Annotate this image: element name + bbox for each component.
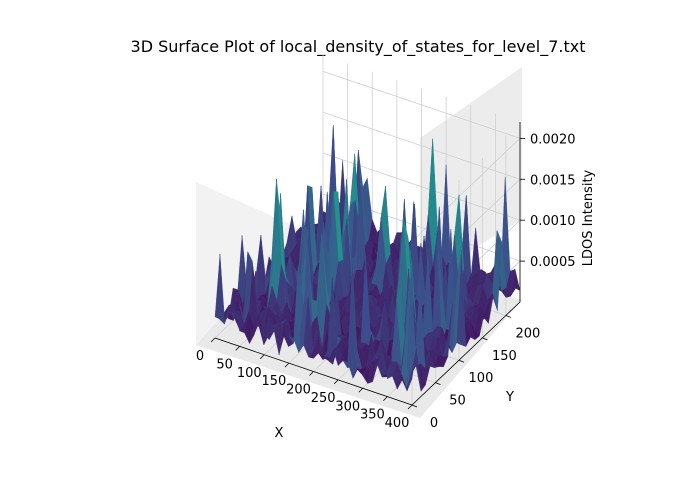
x-tick-mark	[309, 371, 314, 376]
z-tick-label: 0.0010	[530, 214, 576, 229]
y-tick-label: 100	[469, 371, 494, 386]
y-axis-line	[411, 301, 521, 406]
x-tick-label: 50	[216, 357, 233, 372]
y-tick-mark	[435, 382, 441, 385]
z-tick-label: 0.0005	[530, 255, 576, 270]
x-tick-mark	[358, 387, 364, 393]
x-tick-mark	[383, 396, 388, 401]
surface	[214, 125, 521, 392]
chart-title: 3D Surface Plot of local_density_of_stat…	[131, 37, 586, 57]
x-tick-label: 350	[360, 408, 385, 423]
x-tick-label: 0	[196, 349, 204, 364]
wall-gridline	[322, 70, 521, 139]
y-tick-label: 50	[449, 394, 466, 409]
x-tick-label: 300	[335, 399, 360, 414]
x-axis-label: X	[275, 426, 284, 441]
x-tick-mark	[333, 379, 339, 385]
wall-gridline	[322, 152, 521, 221]
x-tick-mark	[284, 362, 290, 368]
y-tick-mark	[411, 404, 418, 408]
x-tick-label: 250	[311, 391, 336, 406]
y-axis-label: Y	[505, 390, 514, 405]
z-tick-label: 0.0015	[530, 173, 576, 188]
y-tick-mark	[458, 359, 465, 363]
x-tick-mark	[210, 337, 216, 343]
x-tick-mark	[407, 404, 413, 410]
x-tick-label: 400	[385, 416, 410, 431]
z-axis-label: LDOS Intensity	[581, 169, 596, 266]
y-tick-label: 200	[515, 326, 540, 341]
y-tick-label: 0	[430, 416, 438, 431]
wall-gridline	[322, 111, 521, 180]
x-tick-label: 100	[237, 366, 262, 381]
x-tick-label: 200	[286, 383, 311, 398]
y-tick-label: 150	[492, 349, 517, 364]
x-tick-mark	[235, 346, 240, 351]
z-tick-label: 0.0020	[530, 132, 576, 147]
x-tick-label: 150	[261, 374, 286, 389]
surface-patch	[406, 348, 417, 392]
y-tick-mark	[505, 315, 512, 318]
x-tick-mark	[259, 354, 265, 360]
y-tick-mark	[482, 337, 488, 341]
